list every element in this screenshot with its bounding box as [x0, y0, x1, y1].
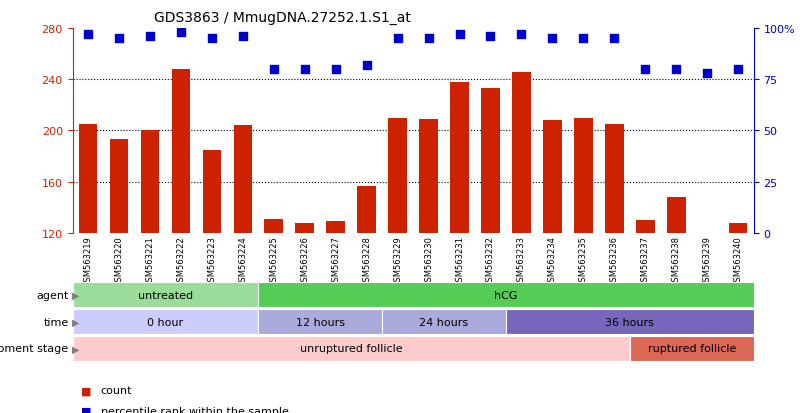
Text: GSM563222: GSM563222: [177, 236, 185, 286]
FancyBboxPatch shape: [258, 309, 382, 334]
Point: [298, 66, 311, 73]
Text: GSM563229: GSM563229: [393, 236, 402, 286]
Point: [391, 36, 404, 43]
Text: GSM563226: GSM563226: [300, 236, 310, 287]
Text: 0 hour: 0 hour: [147, 317, 184, 327]
Point: [700, 71, 713, 77]
Bar: [140, 131, 160, 233]
Text: GSM563220: GSM563220: [114, 236, 123, 286]
FancyBboxPatch shape: [382, 309, 506, 334]
Text: ruptured follicle: ruptured follicle: [647, 344, 736, 354]
Text: GSM563221: GSM563221: [145, 236, 155, 286]
Text: GSM563223: GSM563223: [207, 236, 216, 287]
Bar: [234, 126, 252, 233]
Text: GSM563228: GSM563228: [362, 236, 371, 287]
FancyBboxPatch shape: [73, 282, 258, 307]
Bar: [110, 140, 128, 233]
FancyBboxPatch shape: [73, 309, 258, 334]
Text: GSM563238: GSM563238: [671, 236, 681, 287]
FancyBboxPatch shape: [73, 336, 629, 361]
Text: GSM563234: GSM563234: [548, 236, 557, 287]
FancyBboxPatch shape: [629, 336, 754, 361]
Bar: [326, 222, 345, 233]
Bar: [605, 125, 624, 233]
Bar: [388, 119, 407, 233]
Point: [608, 36, 621, 43]
Text: GSM563232: GSM563232: [486, 236, 495, 287]
Bar: [729, 223, 747, 233]
Text: GSM563237: GSM563237: [641, 236, 650, 287]
Text: time: time: [44, 317, 69, 327]
Point: [670, 66, 683, 73]
Point: [268, 66, 280, 73]
Text: GSM563230: GSM563230: [424, 236, 433, 287]
Point: [484, 34, 497, 40]
Text: unruptured follicle: unruptured follicle: [300, 344, 402, 354]
Bar: [357, 186, 376, 233]
Bar: [419, 120, 438, 233]
Bar: [543, 121, 562, 233]
Text: GSM563231: GSM563231: [455, 236, 464, 287]
Text: ▶: ▶: [72, 290, 79, 300]
Bar: [79, 125, 98, 233]
Text: hCG: hCG: [494, 290, 517, 300]
Text: GSM563219: GSM563219: [84, 236, 93, 286]
Text: GSM563240: GSM563240: [733, 236, 742, 286]
Point: [113, 36, 126, 43]
Bar: [698, 233, 717, 236]
Text: GSM563225: GSM563225: [269, 236, 278, 286]
Point: [174, 30, 187, 36]
Point: [206, 36, 218, 43]
Text: development stage: development stage: [0, 344, 69, 354]
Bar: [296, 223, 314, 233]
Point: [143, 34, 156, 40]
Bar: [202, 150, 221, 233]
Text: count: count: [101, 385, 132, 395]
Text: ▶: ▶: [72, 344, 79, 354]
Point: [639, 66, 652, 73]
Text: GSM563227: GSM563227: [331, 236, 340, 287]
Bar: [481, 89, 500, 233]
Text: GSM563224: GSM563224: [239, 236, 247, 286]
Point: [360, 62, 373, 69]
Text: 24 hours: 24 hours: [419, 317, 468, 327]
Bar: [264, 219, 283, 233]
FancyBboxPatch shape: [258, 282, 754, 307]
Bar: [667, 197, 685, 233]
Text: agent: agent: [36, 290, 69, 300]
Point: [453, 32, 466, 38]
Text: GSM563236: GSM563236: [610, 236, 619, 287]
Bar: [512, 72, 530, 233]
Text: GSM563233: GSM563233: [517, 236, 526, 287]
FancyBboxPatch shape: [506, 309, 754, 334]
Point: [422, 36, 435, 43]
Bar: [574, 119, 592, 233]
Text: ▶: ▶: [72, 317, 79, 327]
Point: [236, 34, 249, 40]
Point: [515, 32, 528, 38]
Text: ■: ■: [81, 385, 91, 395]
Bar: [636, 221, 654, 233]
Bar: [172, 70, 190, 233]
Text: untreated: untreated: [138, 290, 193, 300]
Point: [546, 36, 559, 43]
Text: GDS3863 / MmugDNA.27252.1.S1_at: GDS3863 / MmugDNA.27252.1.S1_at: [154, 11, 411, 25]
Text: 12 hours: 12 hours: [296, 317, 345, 327]
Point: [732, 66, 745, 73]
Text: ■: ■: [81, 406, 91, 413]
Text: percentile rank within the sample: percentile rank within the sample: [101, 406, 289, 413]
Point: [329, 66, 342, 73]
Bar: [451, 83, 469, 233]
Text: 36 hours: 36 hours: [605, 317, 654, 327]
Point: [577, 36, 590, 43]
Text: GSM563239: GSM563239: [703, 236, 712, 287]
Point: [81, 32, 94, 38]
Text: GSM563235: GSM563235: [579, 236, 588, 287]
